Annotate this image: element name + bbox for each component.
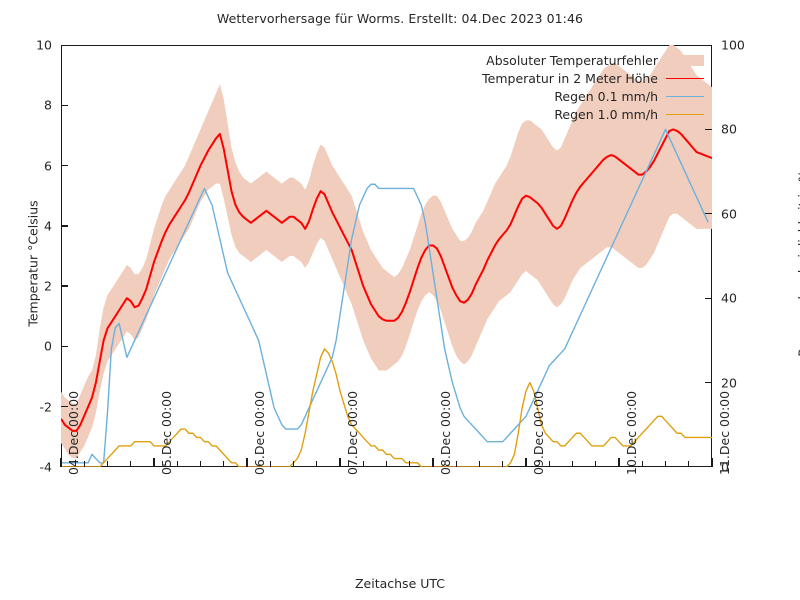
x-axis-major-tick-mark [711,458,713,467]
y-axis-left-tick-mark [61,285,68,287]
x-axis-minor-tick-mark [595,461,597,467]
chart-title: Wettervorhersage für Worms. Erstellt: 04… [216,11,584,26]
legend-item-label: Temperatur in 2 Meter Höhe [482,70,658,86]
legend-swatch-line-icon [666,77,704,79]
x-axis-minor-tick-mark [362,461,364,467]
x-axis-tick-label: 07.Dec 00:00 [345,390,360,475]
x-axis-tick-label: 08.Dec 00:00 [438,390,453,475]
y-axis-left-tick-mark [61,345,68,348]
y-axis-right-tick-label: 80 [721,121,737,137]
x-axis-minor-tick-mark [641,461,643,467]
x-axis-minor-tick-mark [502,461,504,467]
legend-item-label: Regen 1.0 mm/h [554,106,658,122]
x-axis-minor-tick-mark [130,461,132,467]
y-axis-left-tick-label: -2 [39,399,52,415]
series-line-temperatur-in-2-meter-h-he [61,128,712,432]
y-axis-left-title: Temperatur °Celsius [25,200,41,327]
x-axis-minor-tick-mark [269,461,271,467]
y-axis-right-tick-mark [705,297,712,299]
y-axis-left-tick-label: 0 [44,338,52,354]
y-axis-left-tick-label: 10 [36,37,52,53]
y-axis-left-tick-mark [61,104,68,106]
y-axis-right-tick-mark [705,381,712,384]
x-axis-minor-tick-mark [571,461,574,467]
x-axis-minor-tick-mark [548,461,550,467]
x-axis-major-tick-mark [60,458,62,467]
x-axis-major-tick-mark [153,458,155,467]
x-axis-major-tick-mark [618,458,620,467]
y-axis-right-title: Regenwahrscheinlichkeit in % [795,170,800,357]
legend-item: Absoluter Temperaturfehler [404,52,704,68]
y-axis-left-tick-mark [61,406,68,408]
plot-canvas [61,45,712,467]
x-axis-minor-tick-mark [478,461,481,467]
x-axis-minor-tick-mark [292,461,295,467]
y-axis-right-tick-label: 40 [721,290,737,306]
legend-item-label: Regen 0.1 mm/h [554,88,658,104]
y-axis-right-tick-label: 0 [721,459,729,475]
legend-item: Temperatur in 2 Meter Höhe [404,70,704,86]
legend-item-label: Absoluter Temperaturfehler [486,52,658,68]
y-axis-right-tick-label: 60 [721,206,737,222]
y-axis-right-tick-mark [705,213,712,215]
x-axis-minor-tick-mark [199,461,202,467]
x-axis-major-tick-mark [246,458,248,467]
legend-item: Regen 0.1 mm/h [404,88,704,104]
x-axis-minor-tick-mark [223,461,225,467]
x-axis-tick-label: 09.Dec 00:00 [531,390,546,475]
y-axis-left-tick-label: 6 [44,158,52,174]
x-axis-tick-label: 11.Dec 00:00 [717,390,732,475]
x-axis-minor-tick-mark [664,461,667,467]
x-axis-minor-tick-mark [455,461,457,467]
legend-swatch-band-icon [666,54,704,66]
x-axis-minor-tick-mark [316,461,318,467]
x-axis-major-tick-mark [432,458,434,467]
x-axis-tick-label: 06.Dec 00:00 [252,390,267,475]
x-axis-major-tick-mark [339,458,341,467]
y-axis-left-tick-label: 2 [44,278,52,294]
y-axis-right-tick-label: 20 [721,375,737,391]
x-axis-minor-tick-mark [106,461,109,467]
series-line-regen-1-0-mm-h [61,348,712,467]
x-axis-tick-label: 04.Dec 00:00 [66,390,81,475]
y-axis-left-tick-label: 4 [44,218,52,234]
x-axis-title: Zeitachse UTC [354,576,446,591]
y-axis-left-tick-label: 8 [44,97,52,113]
x-axis-tick-label: 10.Dec 00:00 [624,390,639,475]
y-axis-left-tick-label: -4 [39,459,52,475]
series-line-regen-0-1-mm-h [61,128,709,464]
legend-swatch-line-icon [666,95,704,97]
x-axis-minor-tick-mark [688,461,690,467]
y-axis-left-tick-mark [61,164,68,167]
x-axis-minor-tick-mark [385,461,388,467]
chart-legend: Absoluter Temperaturfehler Temperatur in … [404,52,704,122]
x-axis-minor-tick-mark [176,461,178,467]
x-axis-major-tick-mark [525,458,527,467]
y-axis-left-tick-mark [61,225,68,227]
y-axis-right-tick-mark [705,128,712,131]
legend-item: Regen 1.0 mm/h [404,106,704,122]
y-axis-right-tick-label: 100 [721,37,745,53]
legend-swatch-line-icon [666,113,704,115]
x-axis-minor-tick-mark [409,461,411,467]
x-axis-minor-tick-mark [83,461,85,467]
x-axis-tick-label: 05.Dec 00:00 [159,390,174,475]
